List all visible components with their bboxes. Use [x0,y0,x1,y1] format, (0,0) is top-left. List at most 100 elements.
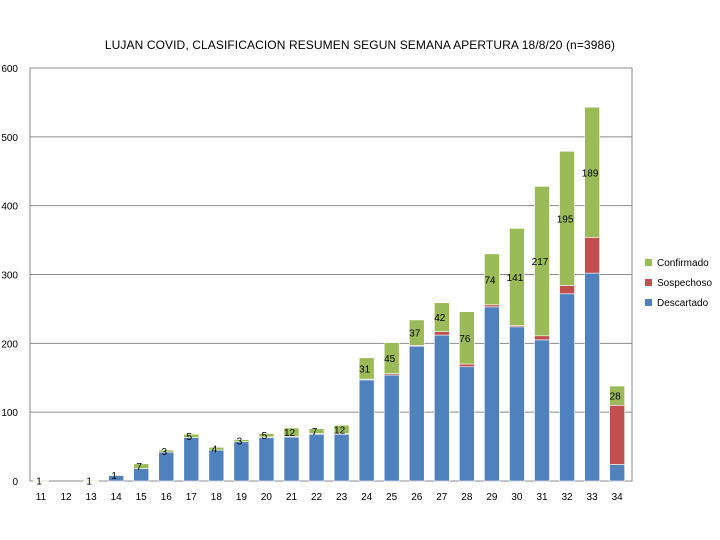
legend-label-sospechoso: Sospechoso [657,278,712,289]
data-label: 3 [237,437,243,448]
data-label: 1 [111,471,117,482]
x-tick-label: 20 [261,492,273,503]
data-label: 12 [284,428,296,439]
bar-confirmado [133,463,149,469]
data-label: 12 [334,425,346,436]
x-tick-label: 19 [236,492,248,503]
gridlines [29,67,633,482]
bar-sospechoso [559,285,575,295]
x-tick-label: 16 [161,492,173,503]
data-label: 31 [359,364,371,375]
bar-descartado [509,326,525,482]
bar-descartado [559,293,575,482]
x-tick-label: 12 [60,492,72,503]
x-tick-label: 22 [311,492,323,503]
bar-confirmado [383,342,400,374]
data-label: 45 [384,354,396,365]
data-label: 42 [434,313,446,324]
bar-confirmado [108,474,124,476]
x-tick-label: 15 [136,492,148,503]
data-label: 4 [212,445,218,456]
x-tick-label: 28 [461,492,473,503]
y-tick-label: 300 [1,271,18,282]
bar-descartado [459,366,475,482]
bar-confirmado [158,449,175,453]
legend-label-confirmado: Confirmado [657,258,709,269]
x-tick-label: 25 [386,492,398,503]
x-tick-label: 21 [286,492,298,503]
chart-title: LUJAN COVID, CLASIFICACION RESUMEN SEGUN… [104,38,616,52]
bar-descartado [308,433,325,482]
x-tick-label: 29 [486,492,498,503]
y-axis-ticks: 0 100 200 300 400 500 600 [1,64,18,488]
bar-confirmado [358,357,375,380]
bar-descartado [258,437,275,482]
data-label: 7 [136,462,142,473]
data-label: 28 [610,392,622,403]
x-tick-label: 33 [587,492,599,503]
data-label: 195 [557,214,574,225]
bar-confirmado [183,433,200,438]
y-tick-label: 200 [1,339,18,350]
y-tick-label: 400 [1,202,18,213]
data-label: 189 [582,168,599,179]
bar-confirmado [584,106,600,238]
data-label: 5 [262,431,268,442]
x-axis-ticks: 11 12 13 14 15 16 17 18 19 20 21 22 23 24 25 26 27 28 29 30… [36,492,623,503]
bar-sospechoso [459,363,475,368]
bar-descartado [584,272,600,482]
x-tick-label: 14 [111,492,123,503]
data-label: 3 [161,447,167,458]
bar-descartado [609,464,625,482]
bar-confirmado [33,480,49,482]
x-tick-label: 26 [411,492,423,503]
y-tick-label: 600 [1,64,18,75]
bars [33,106,625,482]
data-label: 37 [409,329,421,340]
bar-descartado [283,436,300,482]
x-tick-label: 11 [36,492,47,503]
x-tick-label: 13 [86,492,98,503]
bar-descartado [333,433,350,482]
bar-confirmado [83,480,99,482]
bar-confirmado [509,228,525,326]
bar-confirmado [308,428,325,434]
data-label: 5 [187,432,193,443]
x-tick-label: 17 [186,492,198,503]
bar-sospechoso [609,404,625,465]
x-tick-label: 23 [336,492,348,503]
y-tick-label: 500 [1,133,18,144]
bar-confirmado [534,186,550,337]
data-label: 217 [532,257,549,268]
data-label: 7 [312,427,318,438]
x-tick-label: 31 [536,492,548,503]
y-tick-label: 100 [1,408,18,419]
legend: Confirmado Sospechoso Descartado [645,258,712,309]
bar-confirmado [333,424,350,434]
bar-confirmado [459,311,475,365]
bar-confirmado [408,319,425,346]
legend-swatch-sospechoso [645,279,652,286]
bar-descartado [408,345,425,482]
x-tick-label: 27 [436,492,448,503]
bar-descartado [383,374,400,482]
x-tick-label: 30 [511,492,523,503]
bar-confirmado [484,253,500,306]
bar-confirmado [559,150,575,286]
bar-descartado [358,379,375,482]
bar-confirmado [233,439,250,443]
data-label: 141 [507,273,524,284]
data-label: 1 [36,477,42,488]
x-tick-label: 32 [561,492,573,503]
bar-confirmado [433,302,450,332]
bar-sospechoso [584,237,600,274]
bar-confirmado [283,427,300,437]
x-tick-label: 18 [211,492,223,503]
bar-descartado [534,339,550,482]
bar-sospechoso [534,335,550,341]
bar-descartado [433,334,450,482]
data-label: 1 [86,477,92,488]
bar-confirmado [609,385,625,406]
